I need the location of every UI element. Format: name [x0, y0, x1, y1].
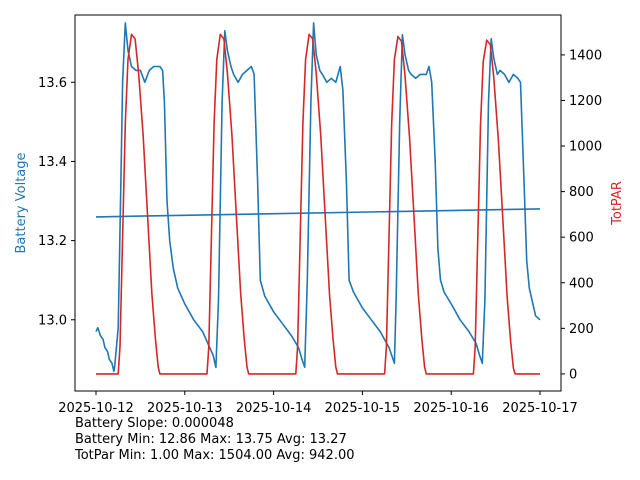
series-line-2: [96, 33, 540, 375]
y-right-tick-label: 1000: [569, 140, 602, 155]
x-tick-label: 2025-10-14: [236, 401, 312, 416]
battery-stats-text: Battery Min: 12.86 Max: 13.75 Avg: 13.27: [75, 432, 347, 447]
x-axis: 2025-10-12 2025-10-13 2025-10-14 2025-10-15…: [58, 391, 578, 416]
y-left-tick-label: 13.2: [38, 234, 67, 249]
x-tick-label: 2025-10-12: [58, 401, 134, 416]
y-axis-right: 0 200 400 600 800 1000 1200 1400: [561, 48, 602, 382]
y-axis-right-title: TotPAR: [610, 181, 625, 226]
x-tick-label: 2025-10-15: [325, 401, 401, 416]
y-axis-left: 13.0 13.2 13.4 13.6: [38, 76, 75, 328]
y-right-tick-label: 800: [569, 185, 594, 200]
totpar-stats-text: TotPar Min: 1.00 Max: 1504.00 Avg: 942.0…: [75, 448, 355, 463]
plot-frame: [74, 14, 562, 392]
y-right-tick-label: 200: [569, 322, 594, 337]
stats-panel: Battery Slope: 0.000048 Battery Min: 12.…: [75, 416, 355, 464]
x-tick-label: 2025-10-16: [413, 401, 489, 416]
series-line-1: [95, 208, 541, 218]
plot-area: [95, 22, 541, 375]
y-right-tick-label: 1400: [569, 48, 602, 63]
y-axis-left-title: Battery Voltage: [14, 152, 29, 253]
series-line-0: [95, 22, 541, 373]
y-left-tick-label: 13.4: [38, 155, 67, 170]
x-tick-label: 2025-10-17: [502, 401, 578, 416]
y-left-tick-label: 13.6: [38, 76, 67, 91]
x-tick-label: 2025-10-13: [147, 401, 223, 416]
y-left-tick-label: 13.0: [38, 313, 67, 328]
y-right-tick-label: 400: [569, 276, 594, 291]
y-right-tick-label: 1200: [569, 94, 602, 109]
y-right-tick-label: 0: [569, 367, 577, 382]
y-right-tick-label: 600: [569, 231, 594, 246]
battery-slope-text: Battery Slope: 0.000048: [75, 416, 234, 431]
